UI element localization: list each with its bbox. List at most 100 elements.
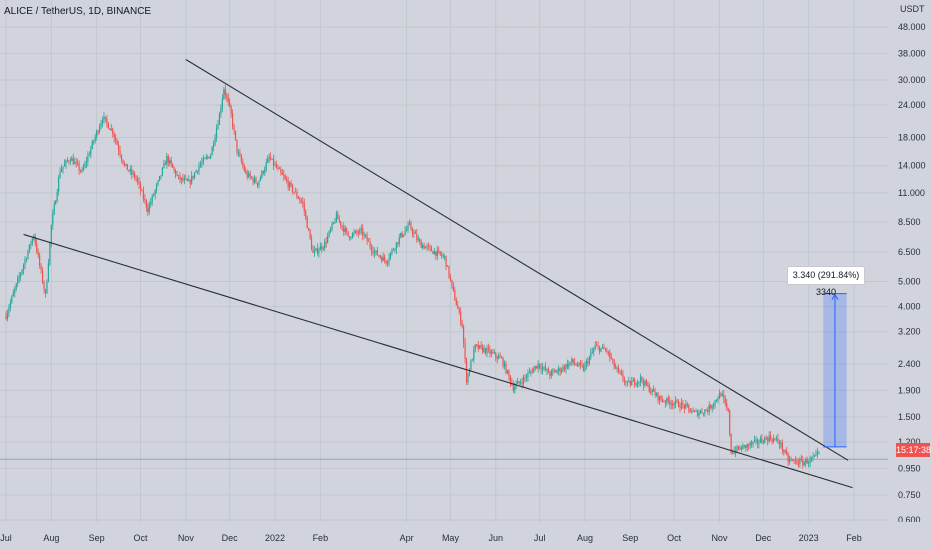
candle-body <box>6 313 9 319</box>
candle-body <box>161 167 164 176</box>
candle-body <box>259 177 261 181</box>
candle-body <box>777 438 779 443</box>
candle-body <box>407 224 409 230</box>
y-tick-label: 1.500 <box>898 412 921 422</box>
candle-body <box>404 230 406 235</box>
candle-body <box>275 164 278 168</box>
y-tick-label: 5.000 <box>898 277 921 287</box>
candle-body <box>376 250 378 256</box>
candle-body <box>12 292 14 297</box>
candle-body <box>308 228 310 230</box>
candle-body <box>309 229 311 239</box>
candle-body <box>160 175 162 177</box>
candle-body <box>470 360 472 371</box>
candle-body <box>98 127 101 133</box>
candle-body <box>689 408 691 413</box>
candle-body <box>388 258 390 262</box>
candle-body <box>182 177 184 181</box>
candle-body <box>52 213 54 226</box>
candle-body <box>518 381 520 383</box>
candle-body <box>227 97 229 102</box>
trendline[interactable] <box>185 59 849 461</box>
candle-body <box>584 364 586 371</box>
candle-body <box>739 447 741 450</box>
candle-body <box>115 137 117 141</box>
candle-body <box>27 251 29 259</box>
candle-body <box>274 164 276 166</box>
candle-body <box>686 404 688 406</box>
candle-body <box>797 463 800 465</box>
y-tick-label: 11.000 <box>898 188 925 198</box>
candle-body <box>20 273 22 277</box>
candle-body <box>141 190 143 192</box>
candle-body <box>559 368 561 373</box>
candle-body <box>350 237 352 239</box>
candle-body <box>287 181 289 188</box>
candle-body <box>492 351 494 353</box>
candle-body <box>527 373 529 378</box>
candle-body <box>588 357 590 364</box>
candle-body <box>334 222 336 223</box>
candle-body <box>438 250 440 252</box>
candle-body <box>695 410 697 412</box>
candle-body <box>280 169 282 173</box>
candle-body <box>246 172 248 177</box>
candle-body <box>324 241 326 248</box>
y-tick-label: 0.750 <box>898 490 921 500</box>
candle-body <box>556 370 558 373</box>
candle-body <box>353 232 355 234</box>
candle-body <box>508 370 510 376</box>
candle-body <box>41 269 44 283</box>
candle-body <box>657 392 659 401</box>
candle-body <box>58 177 60 192</box>
candle-body <box>424 246 427 249</box>
candle-body <box>803 462 805 466</box>
candle-body <box>253 178 256 183</box>
candle-body <box>724 398 726 404</box>
candle-body <box>578 362 580 366</box>
candle-body <box>579 362 582 365</box>
candle-body <box>514 387 516 391</box>
trendline[interactable] <box>23 233 853 489</box>
candle-body <box>574 362 576 364</box>
candle-body <box>484 348 487 354</box>
candle-body <box>674 400 677 404</box>
candle-body <box>465 358 468 383</box>
candle-body <box>730 433 732 454</box>
candle-body <box>454 290 456 301</box>
candle-body <box>512 384 514 391</box>
candle-body <box>25 258 28 260</box>
x-tick-label: Feb <box>846 533 862 543</box>
candle-body <box>109 128 111 131</box>
candle-body <box>394 249 396 251</box>
y-tick-label: 1.900 <box>898 385 921 395</box>
candle-body <box>597 345 599 347</box>
candle-body <box>444 255 446 257</box>
candle-body <box>174 170 177 176</box>
x-tick-label: Nov <box>178 533 195 543</box>
candle-body <box>816 452 819 454</box>
candle-body <box>749 442 751 446</box>
candle-body <box>138 181 140 184</box>
candle-body <box>660 396 662 400</box>
x-tick-label: Sep <box>89 533 105 543</box>
candle-body <box>310 238 313 250</box>
candle-body <box>539 363 541 368</box>
candle-body <box>74 162 76 165</box>
candle-body <box>79 170 82 172</box>
candle-body <box>59 171 61 178</box>
candle-body <box>100 123 102 128</box>
candle-body <box>258 180 260 186</box>
x-tick-label: Dec <box>222 533 239 543</box>
candle-body <box>775 438 778 440</box>
candle-body <box>810 458 813 459</box>
measure-tool[interactable] <box>823 293 847 448</box>
y-tick-label: 2.400 <box>898 359 921 369</box>
candle-body <box>496 356 498 359</box>
candle-body <box>487 347 490 349</box>
candle-body <box>332 222 335 224</box>
candle-body <box>783 449 785 452</box>
candle-body <box>765 437 767 439</box>
candle-body <box>267 158 269 163</box>
candle-body <box>348 236 351 239</box>
